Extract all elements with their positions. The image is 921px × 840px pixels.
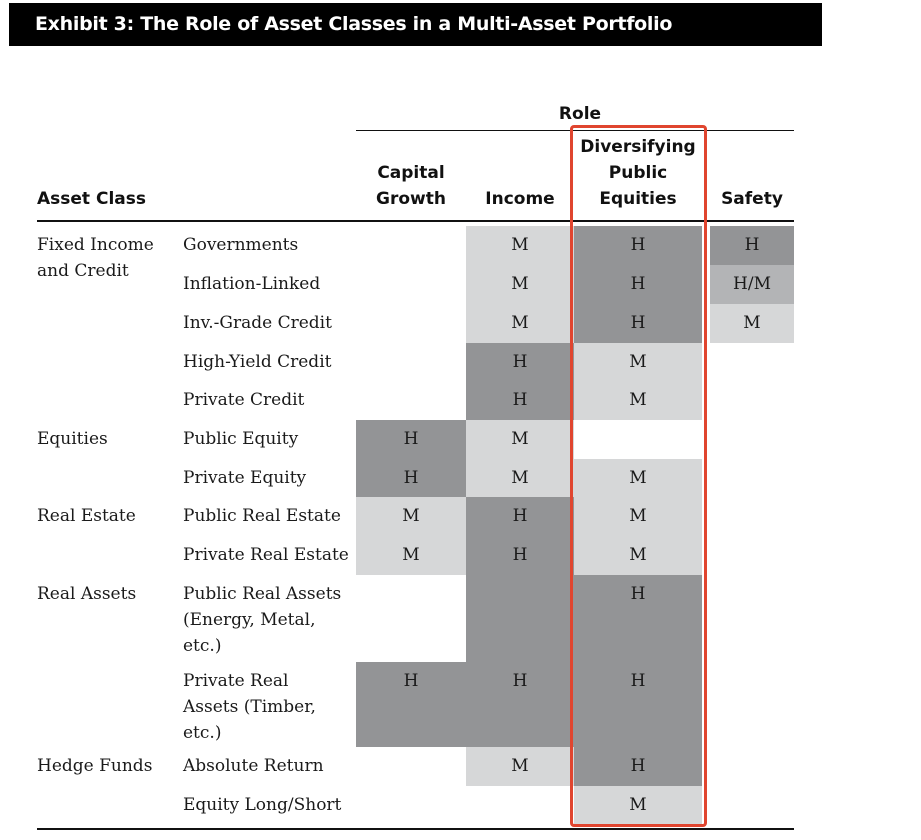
asset-subclass-label: Governments xyxy=(183,235,299,255)
rating-cell-fill xyxy=(466,747,574,786)
rating-value: H xyxy=(512,352,528,372)
rating-cell-fill xyxy=(574,662,702,747)
rating-value: H xyxy=(630,313,646,333)
rating-cell-fill xyxy=(466,459,574,497)
rating-cell-fill xyxy=(466,575,574,662)
role-header-rule xyxy=(356,130,794,131)
rating-value: M xyxy=(511,235,529,255)
rating-cell-fill xyxy=(466,536,574,575)
rating-value: H xyxy=(403,429,419,449)
rating-value: H xyxy=(403,671,419,691)
rating-value: M xyxy=(629,506,647,526)
rating-cell-fill xyxy=(466,497,574,536)
column-header-asset-class: Asset Class xyxy=(37,189,146,209)
asset-group-label: Fixed Income and Credit xyxy=(37,235,154,281)
rating-cell-fill xyxy=(574,459,702,497)
asset-group-label: Hedge Funds xyxy=(37,756,153,776)
rating-value: M xyxy=(629,390,647,410)
rating-cell-fill xyxy=(710,226,794,265)
rating-value: H xyxy=(630,235,646,255)
rating-cell-fill xyxy=(466,343,574,381)
rating-value: H xyxy=(744,235,760,255)
rating-value: H xyxy=(512,390,528,410)
rating-value: M xyxy=(743,313,761,333)
rating-cell-fill xyxy=(466,304,574,343)
rating-cell-fill xyxy=(466,265,574,304)
role-header: Role xyxy=(558,104,602,124)
rating-cell-fill xyxy=(574,786,702,825)
rating-cell-fill xyxy=(574,265,702,304)
rating-cell-fill xyxy=(356,536,466,575)
rating-value: H/M xyxy=(733,274,771,294)
rating-value: M xyxy=(511,313,529,333)
rating-cell-fill xyxy=(574,536,702,575)
rating-value: M xyxy=(629,352,647,372)
asset-subclass-label: Public Real Estate xyxy=(183,506,341,526)
rating-value: M xyxy=(629,545,647,565)
rating-cell-fill xyxy=(574,381,702,420)
asset-subclass-label: Equity Long/Short xyxy=(183,795,342,815)
rating-cell-fill xyxy=(710,265,794,304)
asset-subclass-label: Private Real Estate xyxy=(183,545,349,565)
rating-value: H xyxy=(630,671,646,691)
column-header-capital-growth: Capital Growth xyxy=(376,163,446,209)
rating-cell-fill xyxy=(356,662,466,747)
rating-value: H xyxy=(630,274,646,294)
asset-subclass-label: Private Real Assets (Timber, etc.) xyxy=(183,671,316,743)
rating-value: M xyxy=(511,429,529,449)
rating-value: H xyxy=(512,671,528,691)
header-rule xyxy=(37,220,794,222)
rating-value: H xyxy=(512,506,528,526)
rating-value: M xyxy=(629,468,647,488)
rating-value: H xyxy=(403,468,419,488)
rating-cell-fill xyxy=(466,662,574,747)
column-header-income: Income xyxy=(485,189,555,209)
rating-cell-fill xyxy=(574,343,702,381)
rating-cell-fill xyxy=(574,226,702,265)
rating-value: M xyxy=(511,274,529,294)
rating-value: M xyxy=(402,506,420,526)
rating-cell-fill xyxy=(574,747,702,786)
asset-group-label: Real Estate xyxy=(37,506,136,526)
rating-cell-fill xyxy=(356,420,466,459)
rating-value: M xyxy=(402,545,420,565)
asset-subclass-label: Inv.-Grade Credit xyxy=(183,313,332,333)
rating-cell-fill xyxy=(710,304,794,343)
asset-subclass-label: High-Yield Credit xyxy=(183,352,332,372)
column-header-safety: Safety xyxy=(721,189,783,209)
asset-subclass-label: Private Equity xyxy=(183,468,307,488)
rating-value: H xyxy=(630,584,646,604)
rating-cell-fill xyxy=(466,381,574,420)
asset-subclass-label: Public Equity xyxy=(183,429,299,449)
rating-value: M xyxy=(511,468,529,488)
rating-value: H xyxy=(512,545,528,565)
column-header-diversifying-public-equities: Diversifying Public Equities xyxy=(580,137,696,209)
rating-cell-fill xyxy=(574,575,702,662)
rating-cell-fill xyxy=(574,304,702,343)
exhibit-title: Exhibit 3: The Role of Asset Classes in … xyxy=(9,3,822,46)
asset-subclass-label: Private Credit xyxy=(183,390,305,410)
asset-group-label: Equities xyxy=(37,429,108,449)
rating-cell-fill xyxy=(466,420,574,459)
rating-cell-fill xyxy=(356,497,466,536)
diversifying-column-highlight xyxy=(570,125,707,827)
bottom-rule xyxy=(37,828,794,830)
rating-value: H xyxy=(630,756,646,776)
asset-group-label: Real Assets xyxy=(37,584,137,604)
rating-cell-fill xyxy=(574,497,702,536)
asset-subclass-label: Public Real Assets (Energy, Metal, etc.) xyxy=(183,584,342,656)
rating-cell-fill xyxy=(356,459,466,497)
rating-value: M xyxy=(511,756,529,776)
rating-cell-fill xyxy=(466,226,574,265)
asset-subclass-label: Inflation-Linked xyxy=(183,274,321,294)
asset-subclass-label: Absolute Return xyxy=(183,756,324,776)
rating-value: M xyxy=(629,795,647,815)
